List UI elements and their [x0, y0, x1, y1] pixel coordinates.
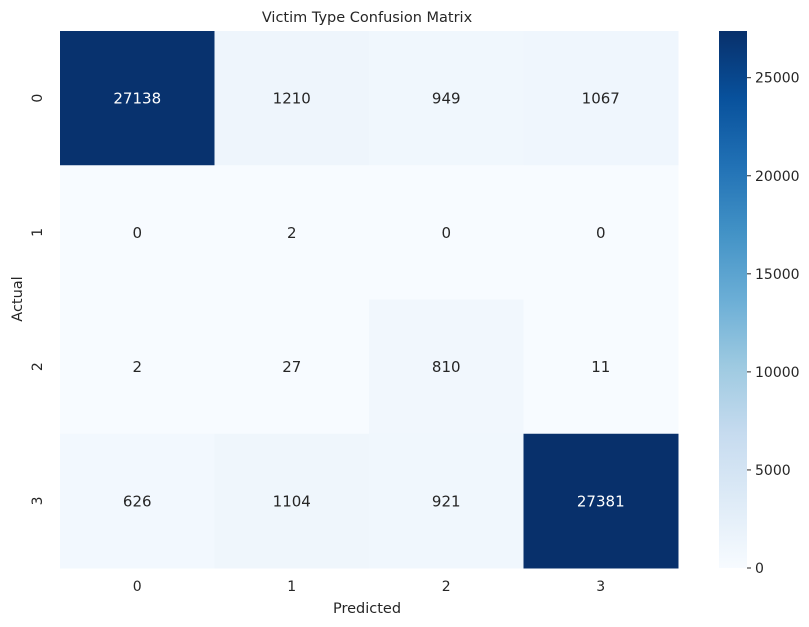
cell-value-r3-c3: 27381 [577, 492, 625, 510]
cell-value-r1-c3: 0 [596, 224, 606, 242]
x-tick-label-3: 3 [596, 579, 605, 595]
x-axis-label: Predicted [333, 601, 401, 617]
cell-value-r0-c3: 1067 [582, 90, 620, 108]
heatmap-cell-r0-c1 [214, 31, 370, 166]
cell-value-r0-c1: 1210 [273, 90, 311, 108]
heatmap-cell-r0-c2 [369, 31, 524, 166]
colorbar-tick-label-5: 25000 [755, 71, 800, 87]
cell-value-r3-c1: 1104 [273, 492, 311, 510]
y-tick-label-1: 1 [30, 228, 46, 237]
heatmap-cell-r2-c2 [369, 299, 524, 435]
chart-title: Victim Type Confusion Matrix [262, 10, 473, 26]
heatmap-cell-r0-c0 [60, 31, 215, 166]
cell-value-r3-c0: 626 [123, 492, 152, 510]
heatmap-cell-r2-c1 [214, 299, 370, 435]
colorbar-tick-label-0: 0 [755, 561, 764, 577]
y-tick-label-2: 2 [30, 362, 46, 371]
y-axis-label: Actual [10, 276, 26, 321]
heatmap-cell-r3-c0 [60, 433, 215, 569]
heatmap-cell-r2-c0 [60, 299, 215, 435]
x-tick-labels: 0 1 2 3 [133, 579, 605, 595]
cell-value-r2-c2: 810 [432, 358, 461, 376]
x-tick-label-1: 1 [287, 579, 296, 595]
y-tick-label-0: 0 [30, 94, 46, 103]
heatmap-cell-r3-c2 [369, 433, 524, 569]
cell-value-r0-c2: 949 [432, 90, 461, 108]
cell-value-r1-c2: 0 [441, 224, 451, 242]
heatmap-cell-r3-c3 [523, 433, 679, 569]
cell-value-r0-c0: 27138 [113, 90, 161, 108]
cell-value-r2-c3: 11 [591, 358, 610, 376]
heatmap-cells [60, 31, 679, 569]
heatmap-cell-r3-c1 [214, 433, 370, 569]
colorbar-ticks: 0 5000 10000 15000 20000 25000 [747, 71, 800, 577]
colorbar-tick-label-1: 5000 [755, 463, 791, 479]
colorbar-tick-label-4: 20000 [755, 169, 800, 185]
heatmap-cell-r1-c0 [60, 165, 215, 300]
cell-value-r1-c0: 0 [132, 224, 142, 242]
cell-value-r2-c0: 2 [132, 358, 142, 376]
heatmap-cell-r0-c3 [523, 31, 679, 166]
colorbar [719, 31, 747, 568]
cell-value-r1-c1: 2 [287, 224, 297, 242]
colorbar-tick-label-3: 15000 [755, 267, 800, 283]
y-tick-label-3: 3 [30, 496, 46, 505]
heatmap-cell-r1-c2 [369, 165, 524, 300]
y-tick-labels: 0 1 2 3 [30, 94, 46, 506]
cell-value-r2-c1: 27 [282, 358, 301, 376]
cell-value-r3-c2: 921 [432, 492, 461, 510]
x-tick-label-2: 2 [442, 579, 451, 595]
x-tick-label-0: 0 [133, 579, 142, 595]
colorbar-tick-label-2: 10000 [755, 365, 800, 381]
heatmap-cell-r1-c1 [214, 165, 370, 300]
heatmap-cell-r2-c3 [523, 299, 679, 435]
heatmap-annotations: 27138 1210 949 1067 0 2 0 0 2 27 810 11 626 1104 921 27… [113, 90, 624, 511]
heatmap-cell-r1-c3 [523, 165, 679, 300]
